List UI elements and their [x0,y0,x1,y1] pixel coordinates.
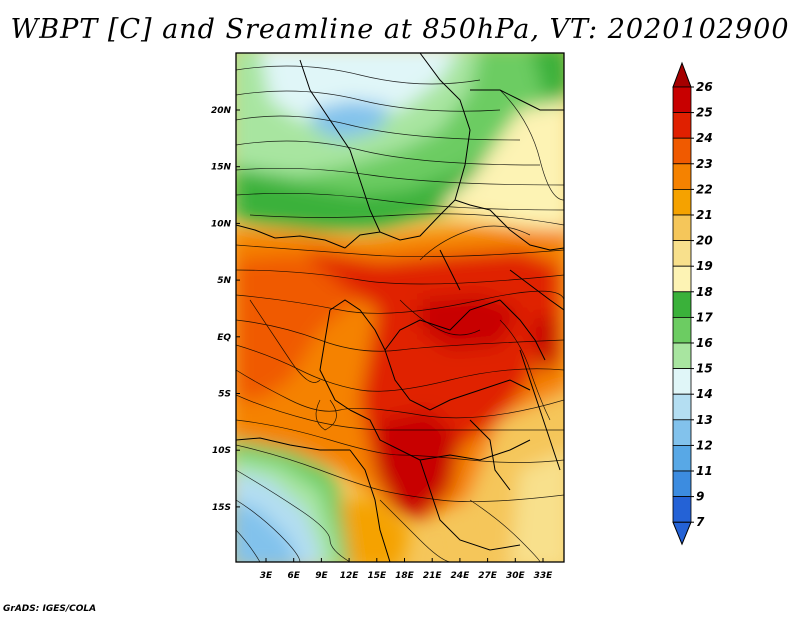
map-frame [235,52,565,563]
colorbar-bottom-arrow [672,521,692,546]
colorbar-label: 23 [696,157,713,171]
colorbar-segment [672,393,692,421]
colorbar-segment [672,188,692,216]
colorbar-label: 26 [696,80,713,94]
colorbar-segment [672,86,692,114]
lon-tick-label: 24E [451,571,471,581]
lon-tick-label: 3E [260,571,273,581]
colorbar-label: 20 [696,234,713,248]
lat-tick-label: 15N [211,163,232,173]
colorbar-label: 12 [696,438,713,452]
lon-tick-label: 12E [340,571,360,581]
lon-tick-label: 15E [367,571,387,581]
lat-tick-label: 10S [212,446,231,456]
colorbar-label: 16 [696,336,713,350]
colorbar-segment [672,163,692,190]
wbpt-field [236,53,564,562]
colorbar-segment [672,240,692,267]
lat-tick-label: 15S [212,503,231,513]
colorbar-segment [672,265,692,293]
streamlines [236,65,564,562]
colorbar-segment [672,342,692,370]
lon-tick-label: 21E [423,571,443,581]
colorbar-segment [672,496,692,523]
colorbar-label: 15 [696,362,713,376]
lon-tick-label: 18E [395,571,415,581]
colorbar-segment [672,291,692,318]
lat-tick-label: 5S [218,390,231,400]
colorbar-segment [672,419,692,446]
chart-title: WBPT [C] and Sreamline at 850hPa, VT: 20… [10,14,790,45]
credit-text: GrADS: IGES/COLA [3,604,97,614]
colorbar-segment [672,444,692,472]
colorbar: 26 25 24 23 22 21 20 19 18 17 16 15 14 13 12 11 9 7 [672,61,713,546]
lon-tick-label: 27E [478,571,498,581]
lon-tick-label: 30E [506,571,526,581]
colorbar-label: 7 [696,515,705,529]
colorbar-label: 25 [696,106,713,120]
colorbar-label: 24 [696,131,713,145]
colorbar-label: 22 [696,182,713,196]
lon-tick-label: 33E [534,571,554,581]
lat-tick-label: 20N [211,106,232,116]
colorbar-label: 18 [696,285,713,299]
lon-tick-label: 9E [315,571,328,581]
colorbar-label: 19 [696,259,713,273]
lon-tick-label: 6E [287,571,300,581]
colorbar-segment [672,368,692,395]
colorbar-label: 17 [696,310,713,324]
longitude-axis: 3E 6E 9E 12E 15E 18E 21E 24E 27E 30E 33E [260,558,553,581]
lat-tick-label: EQ [217,333,231,343]
colorbar-segment [672,112,692,139]
colorbar-label: 21 [696,208,713,222]
colorbar-label: 14 [696,387,713,401]
colorbar-segment [672,214,692,242]
colorbar-label: 13 [696,413,713,427]
colorbar-label: 9 [696,490,704,504]
country-borders [236,53,564,562]
colorbar-top-arrow [672,61,692,88]
colorbar-label: 11 [696,464,713,478]
lat-tick-label: 10N [211,219,232,229]
colorbar-segment [672,470,692,498]
colorbar-segment [672,137,692,165]
colorbar-segment [672,316,692,344]
latitude-axis: 20N 15N 10N 5N EQ 5S 10S 15S [211,106,240,513]
lat-tick-label: 5N [217,276,231,286]
